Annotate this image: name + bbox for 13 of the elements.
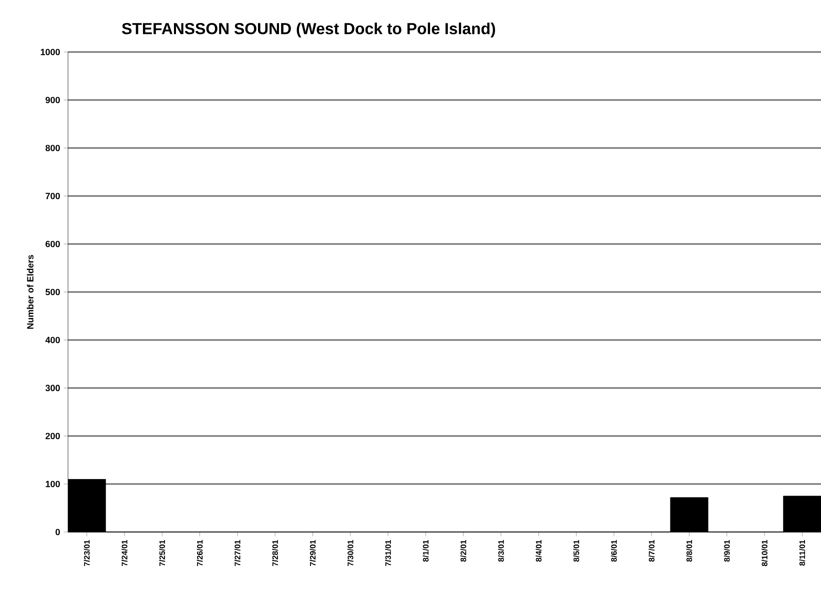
y-tick-label: 100 [46, 480, 60, 488]
y-tick-label: 500 [46, 288, 60, 296]
y-tick-label: 700 [46, 192, 60, 200]
y-tick-label: 200 [46, 432, 60, 440]
y-tick-label: 400 [45, 336, 60, 344]
y-tick-label: 900 [46, 96, 60, 104]
y-tick-label: 1000 [40, 48, 60, 56]
y-tick-label: 0 [56, 528, 60, 536]
y-axis-title: Number of Elders [26, 255, 34, 329]
y-tick-label: 800 [46, 144, 60, 152]
y-tick-label: 300 [45, 384, 60, 392]
chart-title: STEFANSSON SOUND (West Dock to Pole Island) [122, 22, 496, 38]
y-tick-label: 600 [46, 240, 60, 248]
